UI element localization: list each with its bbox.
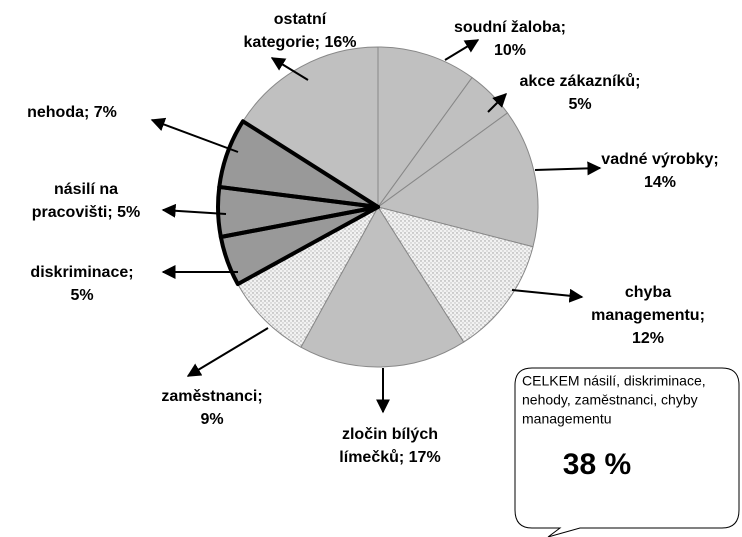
leader-arrow [150, 117, 239, 153]
pie-slice [376, 112, 539, 248]
leader-arrow [186, 327, 269, 377]
slice-label: diskriminace; [30, 264, 133, 281]
slice-label: managementu; [591, 307, 705, 324]
slice-outline [217, 119, 380, 209]
slice-label: zločin bílých [342, 426, 438, 443]
slice-label: vadné výrobky; [601, 151, 718, 168]
slice-label: zaměstnanci; [161, 388, 262, 405]
slice-label: 9% [200, 411, 223, 428]
leader-arrow [270, 57, 309, 81]
slice-label: nehoda; 7% [27, 104, 117, 121]
slice-label: 14% [644, 174, 676, 191]
callout-text: CELKEM násilí, diskriminace, [522, 373, 706, 389]
pie-slice [377, 46, 473, 209]
pie-slice [242, 46, 379, 208]
slice-label: násilí na [54, 181, 118, 198]
pie-slice [376, 206, 534, 343]
leader-arrow [534, 161, 602, 176]
pie-slice [300, 206, 465, 368]
callout-box [514, 367, 740, 537]
slice-label: 12% [632, 330, 664, 347]
leader-arrow [161, 203, 227, 218]
leader-arrow [487, 93, 507, 113]
slice-label: chyba [625, 284, 671, 301]
slice-label: akce zákazníků; [520, 73, 641, 90]
slice-label: límečků; 17% [339, 449, 440, 466]
slice-label: 10% [494, 42, 526, 59]
leader-arrow [444, 39, 480, 61]
callout-text: nehody, zaměstnanci, chyby [522, 392, 698, 408]
slice-label: 5% [568, 96, 591, 113]
slice-label: soudní žaloba; [454, 19, 566, 36]
callout-total: 38 % [563, 448, 631, 481]
slice-label: pracovišti; 5% [32, 204, 140, 221]
slice-label: ostatní [274, 11, 327, 28]
slice-label: kategorie; 16% [244, 34, 357, 51]
slice-label: 5% [70, 287, 93, 304]
callout-text: managementu [522, 411, 612, 427]
leader-arrow [511, 288, 584, 303]
